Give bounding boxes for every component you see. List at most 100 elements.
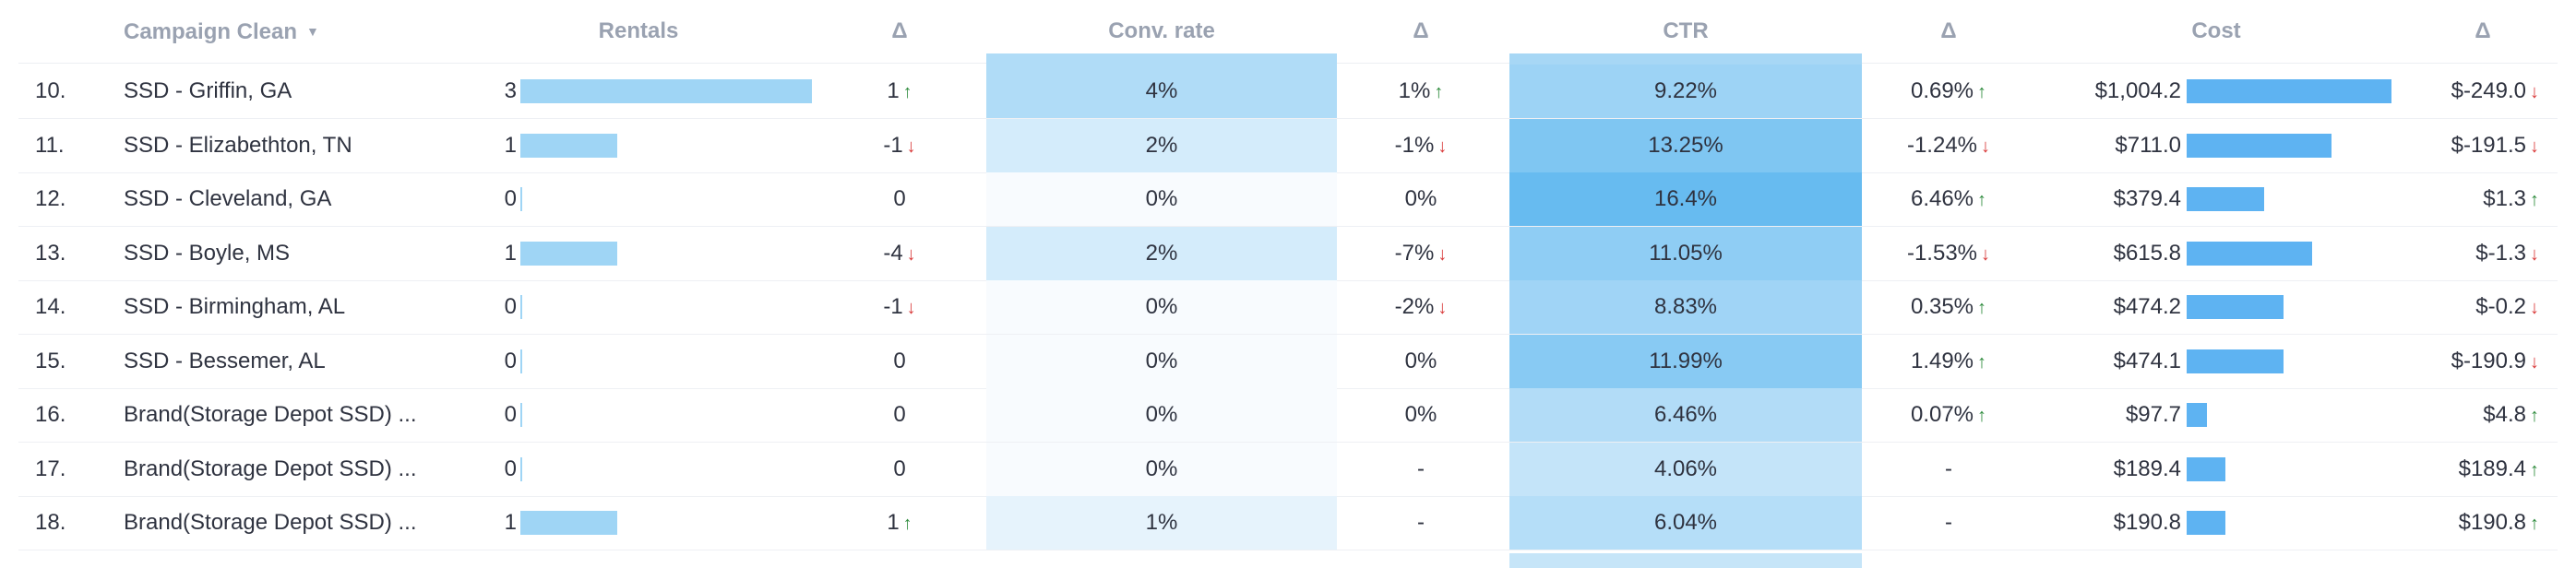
table-row[interactable]: 10. SSD - Griffin, GA 3 1 ↑ 4% 1% ↑ 9.22% 0.69% ↑ $… (18, 65, 2558, 119)
cost-bar-cell (2187, 280, 2399, 334)
delta-ctr-value: 0.69% (1910, 78, 1974, 103)
conv-rate-cell: 0% (986, 172, 1337, 226)
caret-down-icon[interactable]: ▼ (306, 24, 319, 39)
conv-rate-cell: 0% (986, 442, 1337, 496)
conv-rate-cell: 0% (986, 334, 1337, 388)
delta-rentals: 1 ↑ (830, 496, 969, 550)
delta-conv: 1% ↑ (1338, 65, 1504, 118)
arrow-up-icon: ↑ (1434, 82, 1444, 102)
campaign-name[interactable]: Brand(Storage Depot SSD) ... (124, 402, 417, 427)
rentals-bar-cell (520, 65, 825, 118)
delta-conv-value: 0% (1404, 402, 1437, 427)
conv-rate-heat-edge (986, 53, 1337, 65)
campaign-name[interactable]: SSD - Griffin, GA (124, 78, 292, 103)
campaign-name[interactable]: Brand(Storage Depot SSD) ... (124, 456, 417, 481)
rentals-bar-cell (520, 227, 825, 280)
campaign-name[interactable]: SSD - Elizabethton, TN (124, 132, 352, 158)
campaign-name[interactable]: SSD - Cleveland, GA (124, 186, 332, 211)
campaign-name[interactable]: Brand(Storage Depot SSD) ... (124, 510, 417, 535)
ctr-cell: 6.46% (1509, 388, 1862, 442)
arrow-down-icon: ↓ (1981, 243, 1991, 265)
rentals-bar (520, 133, 618, 158)
conv-rate-cell: 0% (986, 280, 1337, 334)
header-delta-cost[interactable]: Δ (2475, 18, 2491, 43)
table-row[interactable]: 16. Brand(Storage Depot SSD) ... 0 0 0% 0% 6.4… (18, 388, 2558, 443)
delta-rentals-value: -1 (883, 132, 903, 158)
row-number: 14. (35, 294, 66, 319)
table-row[interactable]: 18. Brand(Storage Depot SSD) ... 1 1 ↑ 1% -6.0… (18, 496, 2558, 550)
campaign-name[interactable]: SSD - Boyle, MS (124, 240, 291, 266)
rentals-bar (520, 403, 522, 427)
delta-conv: -7% ↓ (1338, 227, 1504, 280)
delta-ctr-value: 6.46% (1910, 186, 1974, 211)
cost-bar-cell (2187, 335, 2399, 388)
delta-conv: - (1338, 443, 1504, 496)
conv-rate-cell: 1% (986, 496, 1337, 550)
delta-cost: $4.8 ↑ (2408, 388, 2558, 442)
cost-bar (2187, 511, 2226, 535)
rentals-bar (520, 79, 812, 103)
delta-cost: $-1.3 ↓ (2408, 227, 2558, 280)
delta-rentals-value: 0 (893, 186, 906, 211)
delta-conv: -1% ↓ (1338, 119, 1504, 172)
delta-cost-value: $189.4 (2458, 456, 2526, 481)
cost-bar (2187, 295, 2284, 319)
table-row[interactable]: 12. SSD - Cleveland, GA 0 0 0% 0% 16.4% 6.46% ↑ $… (18, 172, 2558, 227)
cost-value: $379.4 (2113, 186, 2181, 211)
rentals-value: 0 (504, 294, 517, 319)
cost-value: $474.2 (2113, 294, 2181, 319)
delta-conv: - (1338, 496, 1504, 550)
arrow-down-icon: ↓ (1981, 136, 1991, 157)
campaign-name[interactable]: SSD - Bessemer, AL (124, 348, 326, 373)
table-row[interactable]: 15. SSD - Bessemer, AL 0 0 0% 0% 11.99% 1.49% ↑ $… (18, 334, 2558, 389)
delta-ctr-value: -1.53% (1906, 240, 1978, 266)
arrow-up-icon: ↑ (2530, 190, 2539, 210)
rentals-bar-cell (520, 496, 825, 550)
cost-bar-cell (2187, 172, 2399, 226)
table-row[interactable]: 17. Brand(Storage Depot SSD) ... 0 0 0% - 4.06… (18, 442, 2558, 497)
header-cost[interactable]: Cost (2191, 18, 2241, 43)
rentals-value: 3 (504, 78, 517, 103)
header-delta-conv[interactable]: Δ (1413, 18, 1429, 43)
ctr-cell: 6.04% (1509, 496, 1862, 550)
arrow-down-icon: ↓ (2530, 136, 2539, 157)
delta-cost-value: $-1.3 (2475, 240, 2526, 266)
campaign-name[interactable]: SSD - Birmingham, AL (124, 294, 346, 319)
table-row[interactable]: 14. SSD - Birmingham, AL 0 -1 ↓ 0% -2% ↓ 8.83% 0.… (18, 280, 2558, 335)
cost-bar (2187, 187, 2264, 211)
header-rentals[interactable]: Rentals (598, 18, 679, 43)
rentals-bar (520, 511, 618, 535)
delta-cost-value: $-191.5 (2451, 132, 2526, 158)
rentals-bar-cell (520, 280, 825, 334)
header-delta-rentals[interactable]: Δ (891, 18, 908, 43)
delta-rentals: -1 ↓ (830, 119, 969, 172)
delta-cost-value: $190.8 (2458, 510, 2526, 535)
table-row[interactable]: 11. SSD - Elizabethton, TN 1 -1 ↓ 2% -1% ↓ 13.25… (18, 118, 2558, 173)
cost-bar (2187, 349, 2284, 373)
delta-cost: $1.3 ↑ (2408, 172, 2558, 226)
row-number: 12. (35, 186, 66, 211)
arrow-down-icon: ↓ (2530, 243, 2539, 265)
cost-bar (2187, 79, 2391, 103)
delta-rentals-value: 0 (893, 402, 906, 427)
arrow-up-icon: ↑ (1977, 406, 1987, 426)
table-row[interactable]: 13. SSD - Boyle, MS 1 -4 ↓ 2% -7% ↓ 11.05% -1.53%… (18, 226, 2558, 281)
header-campaign[interactable]: Campaign Clean ▼ (124, 0, 400, 63)
delta-ctr: 1.49% ↑ (1864, 335, 2033, 388)
header-delta-ctr[interactable]: Δ (1940, 18, 1957, 43)
header-conv-rate[interactable]: Conv. rate (1108, 18, 1215, 43)
delta-conv-value: 0% (1404, 348, 1437, 373)
delta-rentals: 0 (830, 443, 969, 496)
header-ctr[interactable]: CTR (1663, 18, 1709, 43)
cost-value: $711.0 (2115, 132, 2181, 158)
cost-bar-cell (2187, 119, 2399, 172)
rentals-value: 0 (504, 456, 517, 481)
cost-value: $189.4 (2113, 456, 2181, 481)
delta-rentals: 0 (830, 335, 969, 388)
ctr-heat-edge-bottom (1509, 553, 1862, 568)
delta-rentals-value: 0 (893, 348, 906, 373)
delta-conv-value: -7% (1394, 240, 1435, 266)
delta-rentals: 0 (830, 388, 969, 442)
delta-rentals-value: 0 (893, 456, 906, 481)
delta-cost: $-191.5 ↓ (2408, 119, 2558, 172)
